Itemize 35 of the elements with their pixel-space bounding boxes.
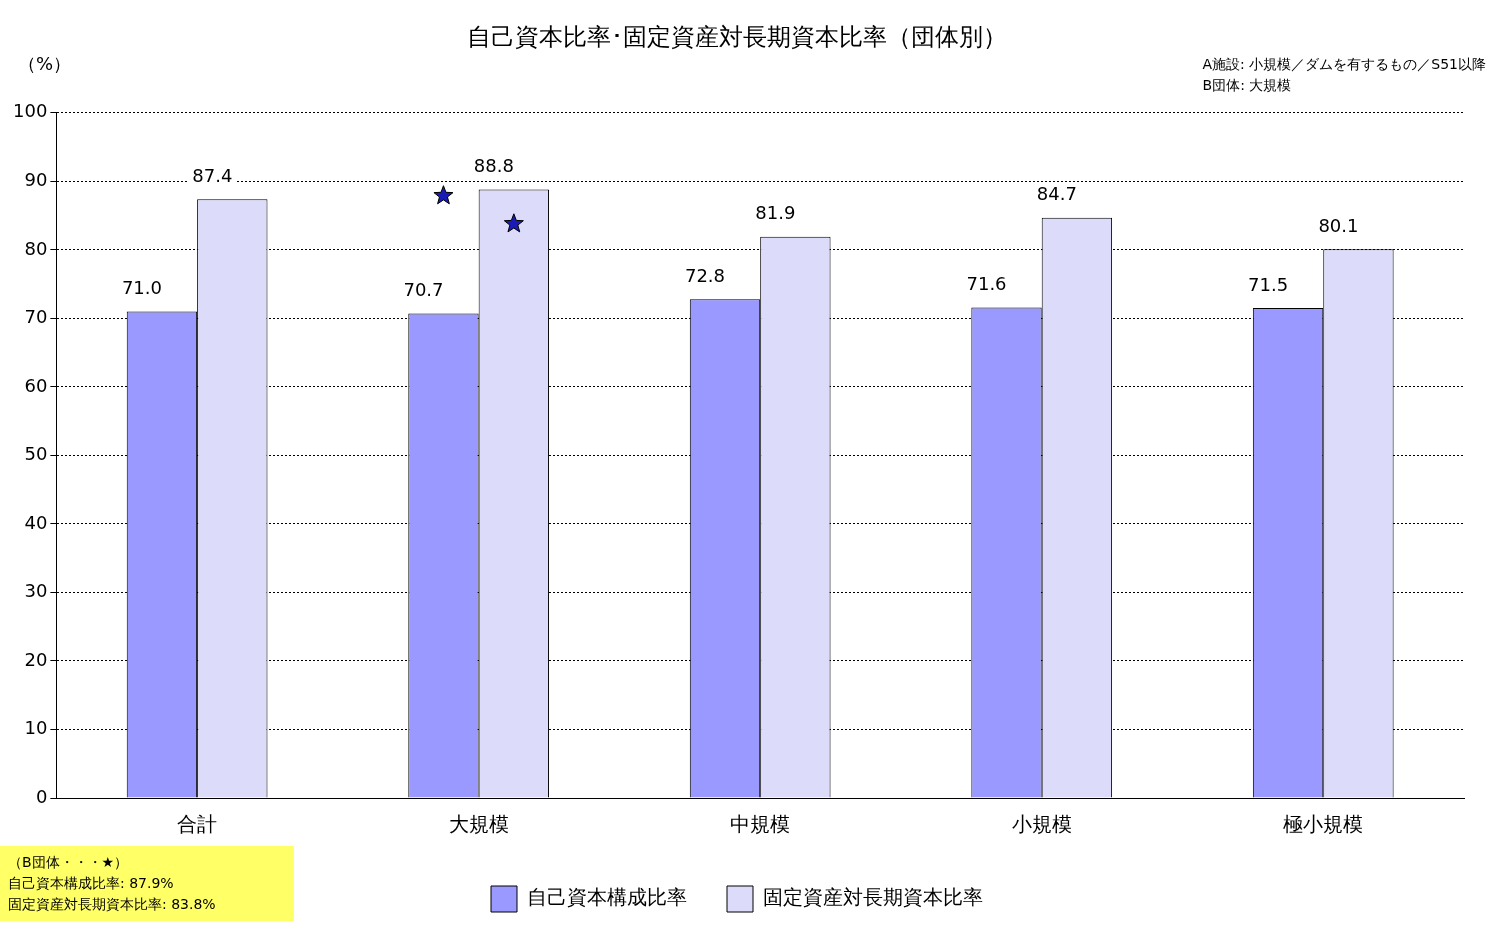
data-label: 87.4 — [192, 164, 233, 186]
text: A施設: 小規模／ダムを有するもの／S51以降 — [1202, 55, 1486, 74]
y-tick-label: 50 — [24, 443, 48, 465]
y-tick-label: 70 — [24, 306, 48, 328]
y-tick-label: 100 — [13, 100, 48, 122]
y-tick-label: 90 — [24, 168, 48, 190]
y-tick-label: 80 — [24, 237, 48, 259]
data-label: 84.7 — [1036, 183, 1077, 205]
data-label: 71.5 — [1248, 273, 1289, 295]
data-label: 71.0 — [121, 277, 162, 299]
y-tick-label: 30 — [24, 580, 48, 602]
y-tick-label: 20 — [24, 648, 48, 670]
data-label: 71.6 — [966, 273, 1007, 295]
y-axis-title: （%） — [18, 52, 72, 76]
x-tick-label: 中規模 — [730, 812, 791, 837]
x-tick-label: 小規模 — [1011, 812, 1072, 837]
data-label: 80.1 — [1318, 214, 1359, 236]
text: 自己資本構成比率: 87.9% — [8, 874, 175, 893]
y-tick-label: 40 — [24, 511, 48, 533]
x-tick-label: 合計 — [177, 812, 218, 837]
text: （B団体・・・★） — [8, 853, 130, 872]
data-label: 70.7 — [403, 279, 444, 301]
y-tick-label: 0 — [35, 785, 48, 807]
data-label: 81.9 — [755, 202, 796, 224]
y-tick-label: 60 — [24, 374, 48, 396]
text: 固定資産対長期資本比率: 83.8% — [8, 895, 217, 914]
data-label: 72.8 — [684, 264, 726, 286]
x-tick-label: 大規模 — [448, 812, 509, 837]
legend-label: 自己資本構成比率 — [527, 885, 687, 910]
data-label: 88.8 — [473, 155, 514, 177]
text: B団体: 大規模 — [1202, 76, 1293, 95]
x-tick-label: 極小規模 — [1283, 812, 1364, 837]
chart-title: 自己資本比率･固定資産対長期資本比率（団体別） — [467, 22, 1007, 51]
y-tick-label: 10 — [24, 717, 48, 739]
legend-label: 固定資産対長期資本比率 — [763, 885, 983, 910]
